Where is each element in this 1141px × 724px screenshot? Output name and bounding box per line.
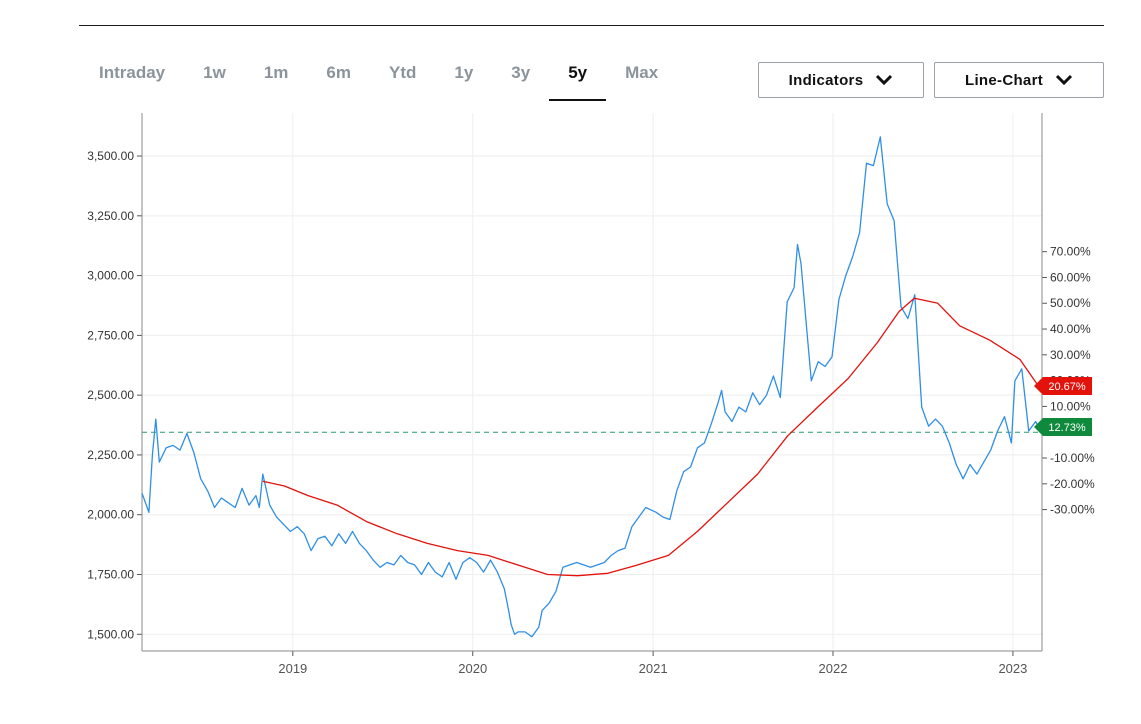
last-value-flag: 12.73%: [1034, 418, 1092, 436]
range-tab-5y[interactable]: 5y: [549, 60, 607, 102]
right-tick-label: -10.00%: [1050, 451, 1095, 465]
right-tick-label: -20.00%: [1050, 477, 1095, 491]
left-tick-label: 2,250.00: [87, 448, 134, 462]
chevron-down-icon: [1055, 74, 1073, 86]
last-value-flag-label: 12.73%: [1048, 422, 1086, 434]
range-tab-ytd[interactable]: Ytd: [388, 63, 417, 82]
range-tab-1y[interactable]: 1y: [454, 63, 474, 82]
moving-average-flag-label: 20.67%: [1048, 381, 1086, 393]
x-tick-label: 2022: [819, 661, 848, 676]
chart-type-dropdown[interactable]: Line-Chart: [934, 62, 1104, 98]
moving-average-flag: 20.67%: [1034, 377, 1092, 395]
range-tab-1m[interactable]: 1m: [263, 63, 289, 82]
left-tick-label: 3,250.00: [87, 209, 134, 223]
left-tick-label: 2,000.00: [87, 508, 134, 522]
indicators-dropdown[interactable]: Indicators: [758, 62, 924, 98]
left-tick-label: 1,500.00: [87, 627, 134, 641]
price-line: [141, 136, 1043, 638]
indicators-label: Indicators: [788, 71, 864, 89]
range-tab-max[interactable]: Max: [625, 63, 659, 82]
right-tick-label: 40.00%: [1050, 322, 1091, 336]
top-divider: [79, 25, 1104, 26]
time-range-tabs: Intraday 1w 1m 6m Ytd 1y 3y 5y Max: [80, 60, 677, 102]
range-tab-1w[interactable]: 1w: [203, 63, 226, 82]
left-tick-label: 1,750.00: [87, 567, 134, 581]
right-tick-label: -30.00%: [1050, 503, 1095, 517]
left-tick-label: 3,500.00: [87, 149, 134, 163]
left-tick-label: 3,000.00: [87, 269, 134, 283]
right-tick-label: 30.00%: [1050, 348, 1091, 362]
left-tick-label: 2,750.00: [87, 328, 134, 342]
chart-type-label: Line-Chart: [965, 71, 1043, 89]
x-tick-label: 2023: [998, 661, 1027, 676]
right-tick-label: 50.00%: [1050, 296, 1091, 310]
x-tick-label: 2019: [278, 661, 307, 676]
last-value-flag-shape: [1034, 418, 1092, 436]
range-tab-6m[interactable]: 6m: [326, 63, 351, 82]
x-tick-label: 2020: [458, 661, 487, 676]
range-tab-intraday[interactable]: Intraday: [99, 63, 166, 82]
right-tick-label: 10.00%: [1050, 399, 1091, 413]
x-tick-label: 2021: [639, 661, 668, 676]
moving-average-flag-shape: [1034, 377, 1092, 395]
range-tab-3y[interactable]: 3y: [511, 63, 531, 82]
moving-average-line: [262, 297, 1043, 577]
right-tick-label: 70.00%: [1050, 245, 1091, 259]
right-tick-label: 60.00%: [1050, 270, 1091, 284]
chevron-down-icon: [876, 74, 893, 86]
left-tick-label: 2,500.00: [87, 388, 134, 402]
